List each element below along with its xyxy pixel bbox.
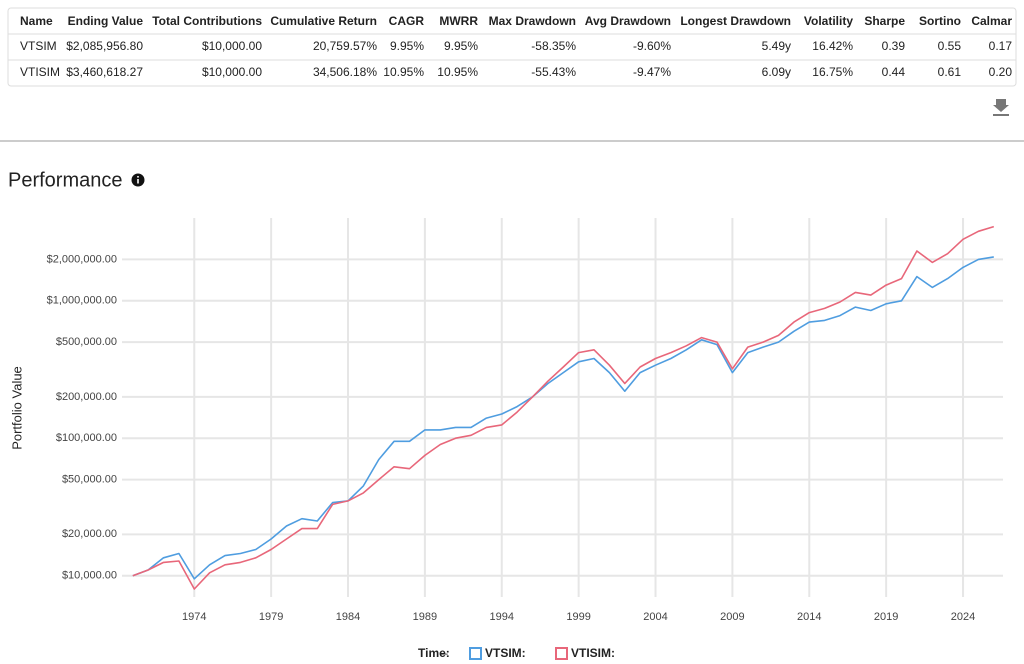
section-title: Performance (8, 169, 123, 191)
legend-label: VTISIM: (571, 646, 615, 660)
table-cell: -9.60% (633, 39, 671, 53)
x-tick-label: 1974 (182, 611, 206, 623)
column-header: Avg Drawdown (585, 14, 671, 28)
x-tick-label: 1999 (566, 611, 590, 623)
legend-swatch (555, 647, 568, 660)
series-line (132, 256, 994, 580)
table-cell: $2,085,956.80 (66, 39, 143, 53)
x-tick-label: 2019 (874, 611, 898, 623)
x-tick-label: 1984 (336, 611, 360, 623)
table-cell: 16.42% (812, 39, 853, 53)
table-border (7, 7, 1017, 87)
y-tick-label: $50,000.00 (62, 474, 117, 486)
x-tick-label: 1994 (490, 611, 514, 623)
table-cell: 16.75% (812, 65, 853, 79)
download-icon[interactable] (993, 99, 1009, 116)
table-cell: 6.09y (762, 65, 791, 79)
legend-swatch (469, 647, 482, 660)
info-button[interactable] (131, 173, 145, 187)
table-cell: VTISIM (20, 65, 60, 79)
table-cell: 9.95% (390, 39, 424, 53)
column-header: Calmar (971, 14, 1012, 28)
y-tick-label: $10,000.00 (62, 570, 117, 582)
x-tick-label: 2009 (720, 611, 744, 623)
y-tick-label: $100,000.00 (56, 432, 117, 444)
legend-label: VTSIM: (485, 646, 526, 660)
column-header: Volatility (804, 14, 853, 28)
table-cell: -55.43% (531, 65, 576, 79)
x-tick-label: 2024 (951, 611, 975, 623)
table-cell: 20,759.57% (313, 39, 377, 53)
table-cell: 0.55 (938, 39, 962, 53)
table-cell: VTSIM (20, 39, 57, 53)
legend-title: Time: (418, 646, 450, 660)
table-cell: 0.39 (882, 39, 906, 53)
table-cell: 0.44 (882, 65, 906, 79)
table-cell: 10.95% (437, 65, 478, 79)
table-cell: -9.47% (633, 65, 671, 79)
x-tick-label: 2004 (643, 611, 667, 623)
table-cell: 5.49y (762, 39, 791, 53)
table-cell: 0.20 (989, 65, 1013, 79)
table-cell: 10.95% (383, 65, 424, 79)
info-glyph[interactable] (137, 179, 139, 184)
column-header: MWRR (439, 14, 478, 28)
y-tick-label: $20,000.00 (62, 528, 117, 540)
y-tick-label: $2,000,000.00 (47, 253, 117, 265)
x-tick-label: 1989 (413, 611, 437, 623)
column-header: Name (20, 14, 53, 28)
table-cell: $10,000.00 (202, 39, 262, 53)
table-cell: 9.95% (444, 39, 478, 53)
column-header: Max Drawdown (489, 14, 576, 28)
column-header: Sharpe (864, 14, 905, 28)
info-glyph[interactable] (137, 176, 139, 178)
column-header: Sortino (919, 14, 961, 28)
column-header: Cumulative Return (270, 14, 377, 28)
table-cell: 34,506.18% (313, 65, 377, 79)
y-axis-title: Portfolio Value (9, 366, 24, 450)
x-tick-label: 2014 (797, 611, 821, 623)
column-header: Total Contributions (152, 14, 262, 28)
x-tick-label: 1979 (259, 611, 283, 623)
column-header: CAGR (389, 14, 425, 28)
table-cell: 0.61 (938, 65, 962, 79)
table-cell: $3,460,618.27 (66, 65, 143, 79)
column-header: Longest Drawdown (680, 14, 791, 28)
y-tick-label: $200,000.00 (56, 391, 117, 403)
column-header: Ending Value (68, 14, 144, 28)
table-cell: 0.17 (989, 39, 1013, 53)
table-cell: -58.35% (531, 39, 576, 53)
legend-value: – (441, 646, 448, 660)
series-line (132, 225, 995, 590)
y-tick-label: $1,000,000.00 (47, 295, 117, 307)
download-button[interactable] (993, 99, 1009, 116)
y-tick-label: $500,000.00 (56, 336, 117, 348)
table-cell: $10,000.00 (202, 65, 262, 79)
